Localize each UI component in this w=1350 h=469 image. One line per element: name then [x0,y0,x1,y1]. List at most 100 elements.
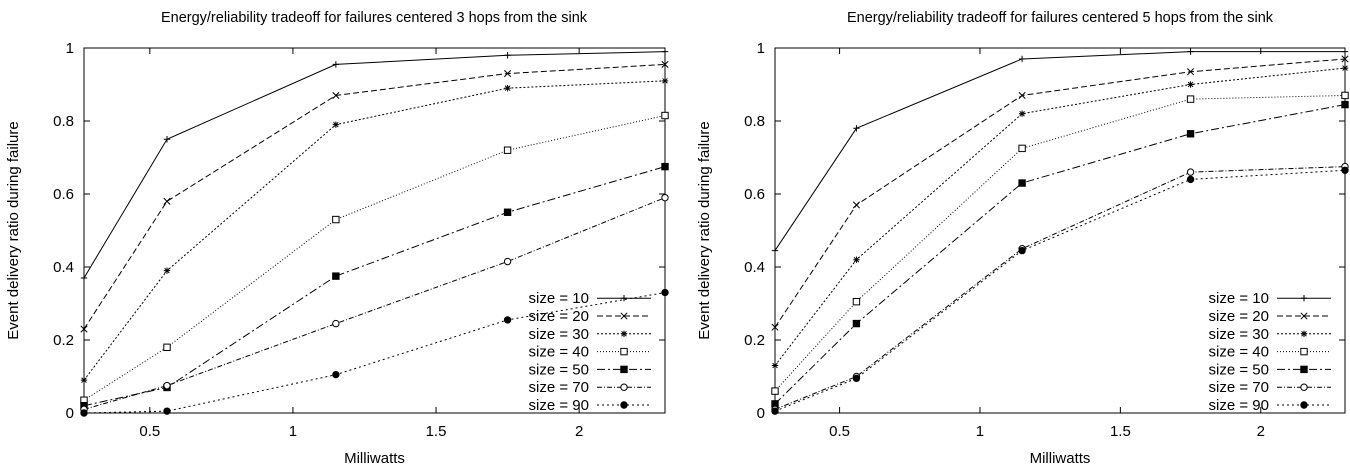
data-point [1186,130,1195,138]
x-tick-label: 1 [976,423,984,440]
data-point [1341,64,1349,72]
data-point [163,381,171,390]
axis-ticks: 0 0.2 0.4 0.6 0.8 1 0.5 1 1.5 2 [53,40,665,440]
legend-entry: size = 20 [529,308,651,325]
data-point [620,347,628,356]
series-size-30 [771,64,1349,369]
y-tick-label: 0.4 [53,259,74,276]
data-point [771,323,779,331]
series-size-70 [80,193,669,414]
legend-label: size = 50 [1209,361,1269,378]
y-tick-label: 0.6 [53,186,74,203]
series-line [83,115,666,401]
y-tick-label: 1 [66,40,74,57]
data-point [771,407,779,415]
data-point [80,376,88,384]
data-point [332,91,340,100]
chart-title: Energy/reliability tradeoff for failures… [847,10,1274,26]
y-tick-label: 1 [757,40,765,57]
data-point [620,401,628,409]
data-point [1187,48,1194,55]
data-point [661,77,669,85]
data-point [504,69,512,78]
data-point [1341,55,1349,63]
y-axis-label: Event delivery ratio during failure [696,121,713,339]
data-point [80,274,88,282]
legend-entry: size = 40 [1209,344,1331,361]
data-point [1187,68,1195,76]
data-point [1300,383,1308,391]
data-point [1018,110,1026,117]
legend-entry: size = 40 [529,344,651,361]
legend-label: size = 40 [529,344,589,361]
data-point [1018,246,1026,255]
series-size-50 [771,100,1349,408]
data-point [771,387,779,395]
data-point [852,201,860,209]
data-point [163,267,171,274]
series-size-30 [80,77,669,384]
data-point [1186,175,1195,184]
data-point [1018,91,1026,100]
data-point [332,272,340,280]
plot-area [771,48,1349,415]
data-point [1300,330,1308,337]
legend-entry: size = 70 [1209,379,1331,396]
chart-5-hops: Energy/reliability tradeoff for failures… [696,10,1349,467]
legend-entry: size = 10 [1209,290,1331,307]
legend-entry: size = 30 [529,326,651,343]
data-point [1341,166,1349,174]
legend-label: size = 10 [1209,290,1269,307]
data-point [1341,100,1349,109]
y-tick-label: 0 [757,405,765,422]
series-line [774,94,1346,392]
y-axis-label: Event delivery ratio during failure [5,121,22,339]
legend-label: size = 70 [529,379,589,396]
data-point [1341,91,1349,100]
series-line [774,58,1346,328]
legend-label: size = 20 [1209,308,1269,325]
axis-ticks: 0 0.2 0.4 0.6 0.8 1 0.5 1 1.5 2 [744,40,1345,440]
data-point [163,136,171,143]
legend-entry: size = 90 [529,397,651,414]
data-point [332,319,340,328]
data-point [661,193,669,202]
legend-entry: size = 20 [1209,308,1331,325]
data-point [852,374,861,383]
legend-entry: size = 70 [529,379,651,396]
data-point [620,312,628,320]
data-point [504,52,511,59]
x-tick-label: 1 [289,423,297,440]
data-point [163,197,171,205]
data-point [853,125,860,132]
data-point [771,247,779,254]
legend-label: size = 90 [529,397,589,414]
data-point [1300,295,1308,302]
data-point [504,84,511,92]
data-point [620,383,628,391]
series-size-40 [80,111,669,404]
series-line [83,51,666,279]
data-point [1300,347,1308,356]
data-point [661,111,669,120]
data-point [620,330,628,337]
y-tick-label: 0.2 [53,332,74,349]
data-point [1186,168,1195,176]
data-point [503,208,512,216]
x-tick-label: 1.5 [426,423,447,440]
chart-3-hops: Energy/reliability tradeoff for failures… [5,10,669,467]
data-point [1300,312,1308,320]
data-point [661,60,669,68]
x-axis-label: Milliwatts [344,450,405,467]
data-point [1018,179,1026,187]
y-tick-label: 0.8 [744,113,765,130]
data-point [852,319,861,328]
x-tick-label: 0.5 [829,423,850,440]
legend-label: size = 50 [529,361,589,378]
data-point [332,61,340,68]
legend-entry: size = 90 [1209,397,1331,414]
x-tick-label: 1.5 [1110,423,1131,440]
data-point [1300,401,1308,409]
chart-title: Energy/reliability tradeoff for failures… [161,10,588,26]
data-point [1341,48,1349,55]
